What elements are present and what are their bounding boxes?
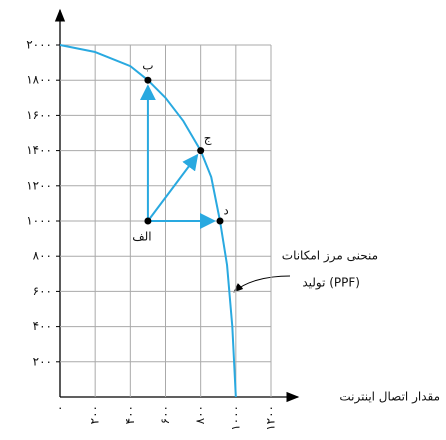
- x-tick-label: ۱۰۰۰: [228, 405, 242, 431]
- x-tick-label: ۸۰۰: [193, 405, 207, 424]
- y-tick-label: ۱۲۰۰: [26, 178, 52, 192]
- arrow: [147, 153, 199, 222]
- x-tick-label: ۱۲۰۰: [264, 405, 278, 431]
- y-tick-label: ۶۰۰: [33, 284, 52, 298]
- y-tick-label: ۲۰۰: [33, 354, 52, 368]
- point: [144, 217, 152, 225]
- annotation-arrow: [233, 275, 291, 293]
- y-tick-label: ۸۰۰: [33, 249, 52, 263]
- annotation: منحنی مرز امکانات: [282, 249, 378, 264]
- x-tick-label: ۰: [53, 405, 67, 411]
- point: [216, 217, 224, 225]
- x-tick-label: ۶۰۰: [158, 405, 172, 424]
- annotation: تولید (PPF): [302, 276, 360, 291]
- point: [144, 76, 152, 84]
- y-tick-label: ۴۰۰: [33, 319, 52, 333]
- y-tick-label: ۱۴۰۰: [26, 143, 52, 157]
- x-tick-label: ۲۰۰: [88, 405, 102, 424]
- point-label: د: [223, 204, 228, 218]
- point-label: الف: [132, 230, 151, 244]
- point-label: ب: [142, 59, 153, 73]
- point: [197, 147, 205, 155]
- x-tick-label: ۴۰۰: [123, 405, 137, 424]
- x-axis-label: مقدار اتصال اینترنت: [339, 390, 440, 405]
- point-label: ج: [204, 131, 212, 145]
- ppf-curve: [59, 44, 237, 398]
- y-tick-label: ۱۶۰۰: [26, 108, 52, 122]
- y-tick-label: ۱۰۰۰: [26, 214, 52, 228]
- y-tick-label: ۲۰۰۰: [26, 38, 52, 52]
- y-tick-label: ۱۸۰۰: [26, 73, 52, 87]
